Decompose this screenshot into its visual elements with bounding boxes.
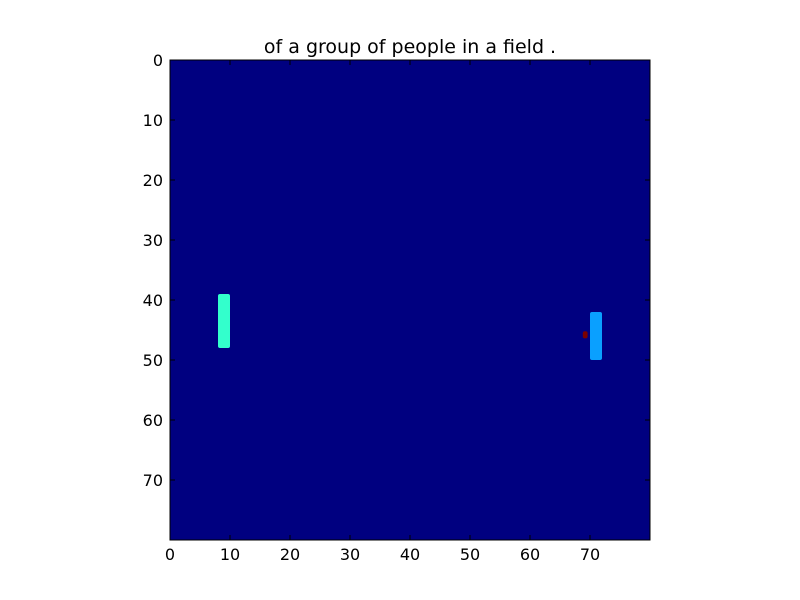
x-tick-label: 10 bbox=[220, 545, 240, 564]
plot-area bbox=[170, 60, 650, 540]
y-tick-label: 20 bbox=[143, 171, 163, 190]
x-axis: 0 10 20 30 40 50 60 70 bbox=[165, 60, 600, 564]
highlight-region bbox=[590, 312, 602, 360]
x-tick-label: 0 bbox=[165, 545, 175, 564]
y-tick-label: 0 bbox=[153, 51, 163, 70]
y-axis: 0 10 20 30 40 50 60 70 bbox=[143, 51, 650, 490]
y-tick-label: 60 bbox=[143, 411, 163, 430]
y-tick-label: 40 bbox=[143, 291, 163, 310]
x-tick-label: 40 bbox=[400, 545, 420, 564]
highlight-region bbox=[582, 331, 588, 339]
y-tick-label: 30 bbox=[143, 231, 163, 250]
x-tick-label: 70 bbox=[580, 545, 600, 564]
y-tick-label: 10 bbox=[143, 111, 163, 130]
highlight-region bbox=[218, 294, 230, 348]
x-tick-label: 20 bbox=[280, 545, 300, 564]
x-tick-label: 30 bbox=[340, 545, 360, 564]
chart-title: of a group of people in a field . bbox=[264, 36, 556, 58]
x-tick-label: 50 bbox=[460, 545, 480, 564]
highlight-layer bbox=[218, 294, 602, 360]
x-tick-label: 60 bbox=[520, 545, 540, 564]
y-tick-label: 50 bbox=[143, 351, 163, 370]
y-tick-label: 70 bbox=[143, 471, 163, 490]
